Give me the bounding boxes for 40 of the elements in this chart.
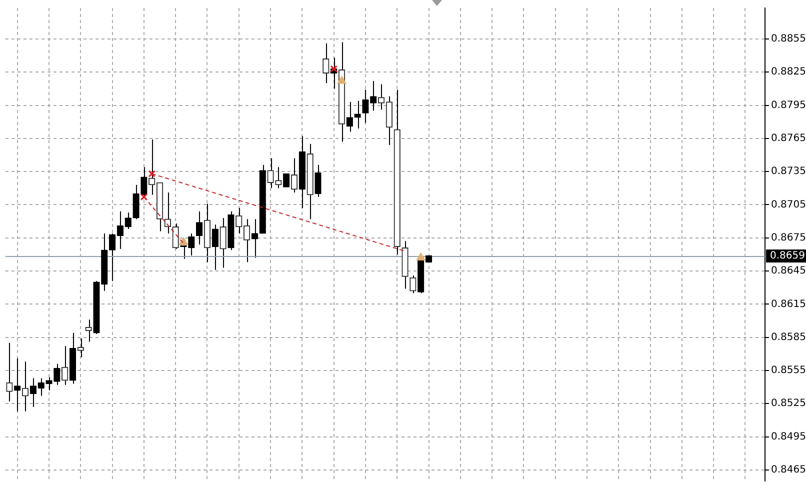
candlestick — [410, 274, 416, 294]
point — [330, 65, 338, 72]
y-tick-label: 0.8525 — [771, 398, 806, 410]
candlestick — [346, 101, 353, 132]
candlestick — [362, 89, 369, 124]
y-tick-label: 0.8855 — [771, 34, 806, 45]
y-tick-label: 0.8555 — [771, 365, 806, 376]
candlestick — [267, 158, 274, 189]
y-tick-label: 0.8495 — [771, 431, 806, 442]
point — [179, 238, 188, 246]
y-tick-label: 0.8825 — [771, 66, 806, 78]
candlestick — [275, 166, 282, 189]
candlestick — [188, 232, 195, 256]
candlestick — [212, 224, 218, 270]
candlestick — [370, 80, 377, 112]
point — [416, 253, 426, 261]
y-tick-label: 0.8795 — [771, 100, 806, 111]
candlestick — [132, 184, 140, 220]
candlestick — [251, 218, 258, 258]
candlestick — [314, 164, 322, 198]
candlestick — [14, 358, 21, 412]
candlestick — [283, 173, 290, 188]
candlestick — [46, 376, 52, 391]
point — [148, 170, 156, 178]
point — [338, 76, 346, 84]
y-tick-label: 0.8735 — [771, 166, 806, 178]
y-tick-label: 0.8585 — [771, 332, 806, 343]
y-tick-label: 0.8765 — [771, 133, 806, 144]
candlestick — [196, 210, 203, 245]
ref-line-label: 0.8659 — [770, 250, 805, 262]
y-tick-label: 0.8705 — [771, 199, 806, 210]
candlestick — [6, 342, 13, 402]
candlestick — [220, 217, 226, 268]
y-tick-label: 0.8675 — [771, 232, 806, 244]
point — [140, 193, 148, 201]
candlestick — [85, 319, 92, 342]
candlestick — [54, 363, 60, 386]
y-tick-label: 0.8615 — [771, 298, 806, 310]
y-tick-label: 0.8645 — [771, 266, 806, 277]
y-tick-label: 0.8465 — [771, 464, 806, 476]
